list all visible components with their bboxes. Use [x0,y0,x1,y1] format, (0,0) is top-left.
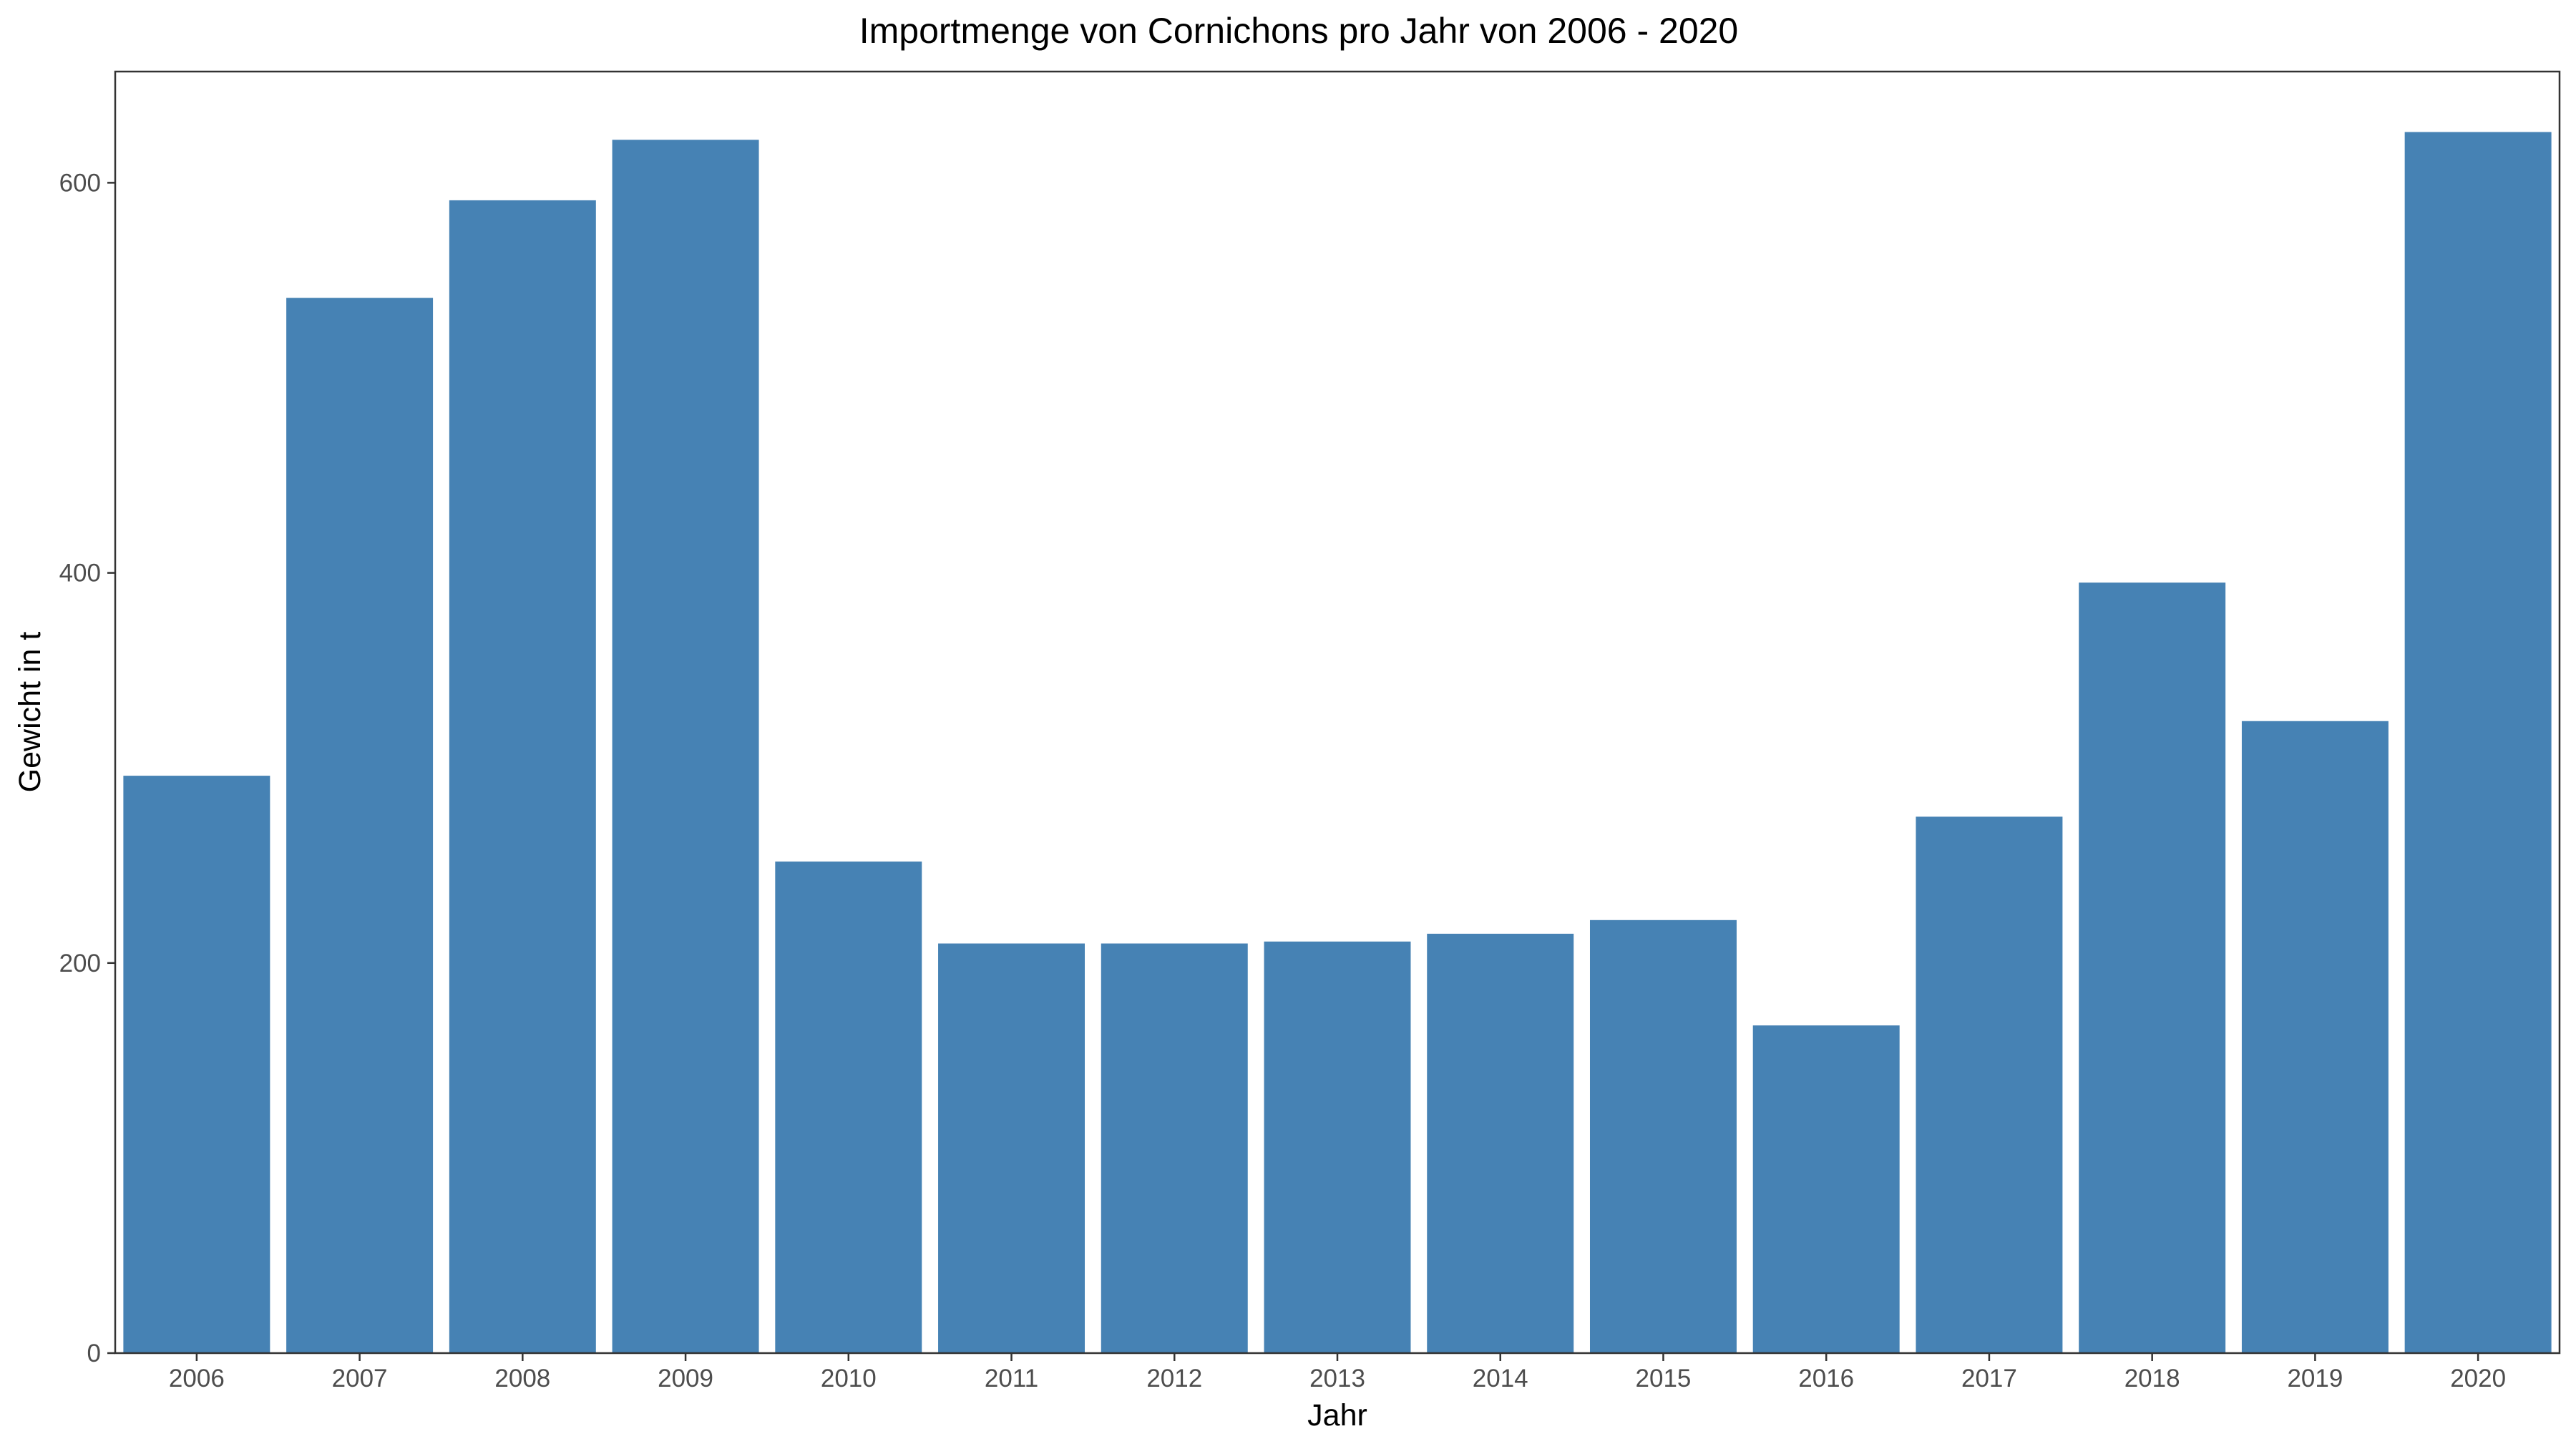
bar-2007 [286,298,434,1354]
x-tick-label: 2006 [169,1365,225,1392]
x-tick-label: 2017 [1961,1365,2017,1392]
x-tick-label: 2020 [2450,1365,2506,1392]
y-tick-label: 200 [59,950,101,977]
bar-2016 [1752,1025,1900,1353]
bar-2010 [775,862,922,1353]
x-tick-label: 2012 [1146,1365,1202,1392]
bar-2015 [1589,919,1737,1353]
bar-2009 [612,140,759,1353]
bar-2006 [123,776,270,1353]
bar-2012 [1101,943,1248,1353]
x-axis: 2006 2007 2008 2009 2010 2011 2012 2013 2014 2015… [169,1353,2506,1392]
x-tick-label: 2009 [658,1365,713,1392]
y-tick-label: 400 [59,560,101,587]
x-tick-label: 2018 [2124,1365,2180,1392]
bar-2011 [938,943,1085,1353]
x-tick-label: 2013 [1309,1365,1365,1392]
x-tick-label: 2014 [1473,1365,1528,1392]
y-axis-title: Gewicht in t [13,632,47,793]
bar-2008 [449,200,596,1353]
x-tick-label: 2016 [1798,1365,1854,1392]
y-axis: 0 200 400 600 [59,169,115,1367]
bar-2018 [2079,582,2226,1353]
x-tick-label: 2010 [821,1365,877,1392]
y-tick-label: 600 [59,169,101,197]
x-tick-label: 2008 [494,1365,550,1392]
x-tick-label: 2015 [1636,1365,1692,1392]
bar-2013 [1264,941,1411,1353]
x-axis-title: Jahr [1307,1398,1367,1433]
y-tick-label: 0 [87,1340,101,1367]
x-tick-label: 2007 [332,1365,388,1392]
bar-2020 [2404,132,2552,1353]
x-tick-label: 2019 [2287,1365,2343,1392]
chart-title: Importmenge von Cornichons pro Jahr von … [859,11,1739,51]
x-tick-label: 2011 [985,1365,1038,1392]
bar-2017 [1916,816,2063,1353]
bar-2019 [2241,721,2389,1353]
bar-2014 [1427,933,1574,1353]
bars-group [123,132,2552,1354]
